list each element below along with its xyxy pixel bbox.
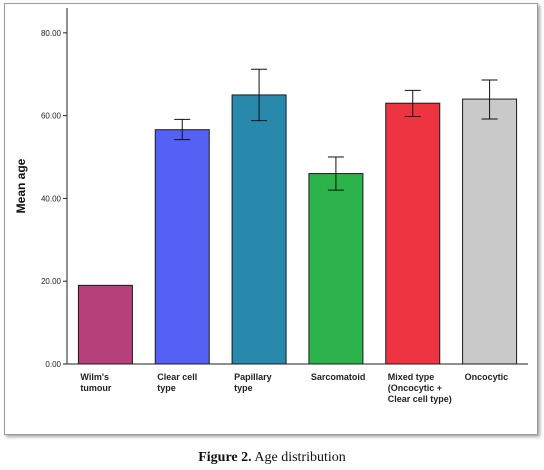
y-axis-label: Mean age	[14, 158, 28, 213]
y-tick-label: 0.00	[45, 360, 61, 369]
x-category-label: Clear cell type)	[388, 394, 452, 404]
figure-caption: Figure 2. Age distribution	[0, 450, 544, 466]
y-tick-label: 40.00	[41, 194, 62, 203]
bar	[231, 94, 287, 365]
y-tick-label: 60.00	[41, 112, 62, 121]
x-category-label: Oncocytic	[465, 372, 509, 382]
x-category-label: Papillary	[234, 372, 272, 382]
caption-label: Figure 2.	[198, 450, 252, 465]
caption-text: Age distribution	[254, 450, 346, 465]
x-category-label: type	[157, 383, 176, 393]
y-tick-label: 80.00	[41, 29, 62, 38]
bar	[385, 102, 441, 365]
y-tick-label: 20.00	[41, 277, 62, 286]
x-category-label: Sarcomatoid	[311, 372, 366, 382]
bar-chart: 0.00 20.00 40.00 60.00 80.00 Mean age Wilm'stu…	[14, 8, 528, 404]
x-category-label: Clear cell	[157, 372, 197, 382]
bar	[77, 284, 133, 365]
x-category-label: Mixed type	[388, 372, 435, 382]
bar	[308, 173, 364, 365]
bar	[462, 98, 518, 365]
x-category-label: (Oncocytic +	[388, 383, 442, 393]
bar	[154, 129, 210, 365]
x-category-label: Wilm's	[80, 372, 109, 382]
x-category-label: tumour	[80, 383, 111, 393]
x-category-label: type	[234, 383, 253, 393]
